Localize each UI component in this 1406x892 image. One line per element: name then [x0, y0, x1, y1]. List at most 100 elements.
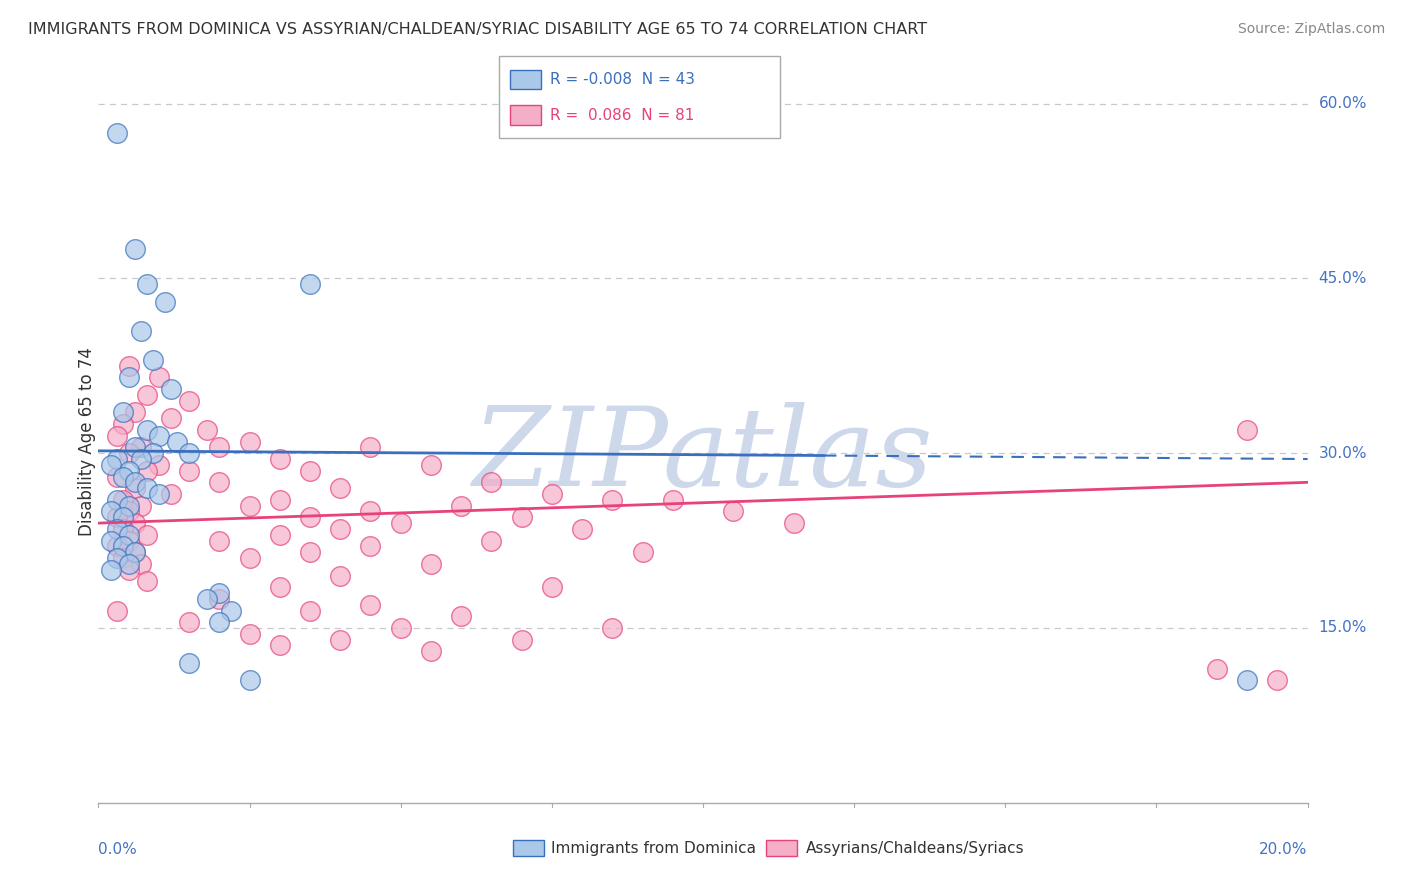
- Point: [783, 516, 806, 530]
- Point: [329, 632, 352, 647]
- Point: [135, 528, 157, 542]
- Point: [481, 533, 503, 548]
- Point: [329, 568, 352, 582]
- Point: [195, 591, 218, 606]
- Point: [105, 603, 128, 617]
- Point: [602, 621, 624, 635]
- Point: [221, 603, 243, 617]
- Point: [129, 499, 152, 513]
- Text: R =  0.086  N = 81: R = 0.086 N = 81: [550, 108, 695, 122]
- Point: [129, 441, 152, 455]
- Point: [100, 563, 122, 577]
- Point: [299, 603, 322, 617]
- Point: [129, 452, 152, 467]
- Text: IMMIGRANTS FROM DOMINICA VS ASSYRIAN/CHALDEAN/SYRIAC DISABILITY AGE 65 TO 74 COR: IMMIGRANTS FROM DOMINICA VS ASSYRIAN/CHA…: [28, 22, 927, 37]
- Point: [179, 615, 201, 630]
- Point: [166, 434, 188, 449]
- Point: [299, 464, 322, 478]
- Point: [135, 423, 157, 437]
- Point: [160, 382, 183, 396]
- Point: [105, 522, 128, 536]
- Text: Assyrians/Chaldeans/Syriacs: Assyrians/Chaldeans/Syriacs: [806, 841, 1024, 855]
- Point: [208, 586, 231, 600]
- Point: [269, 639, 291, 653]
- Point: [148, 458, 170, 472]
- Point: [540, 487, 562, 501]
- Point: [420, 557, 443, 571]
- Point: [111, 522, 134, 536]
- Point: [179, 464, 201, 478]
- Point: [299, 545, 322, 559]
- Point: [100, 504, 122, 518]
- Point: [389, 621, 412, 635]
- Text: Source: ZipAtlas.com: Source: ZipAtlas.com: [1237, 22, 1385, 37]
- Point: [105, 540, 128, 554]
- Point: [208, 441, 231, 455]
- Point: [195, 423, 218, 437]
- Point: [111, 540, 134, 554]
- Text: 15.0%: 15.0%: [1319, 621, 1367, 635]
- Point: [389, 516, 412, 530]
- Text: 45.0%: 45.0%: [1319, 271, 1367, 286]
- Point: [118, 370, 141, 384]
- Point: [124, 475, 146, 490]
- Point: [111, 551, 134, 566]
- Point: [208, 475, 231, 490]
- Point: [481, 475, 503, 490]
- Point: [208, 615, 231, 630]
- Point: [239, 434, 262, 449]
- Text: 30.0%: 30.0%: [1319, 446, 1367, 460]
- Point: [148, 487, 170, 501]
- Point: [124, 481, 146, 495]
- Y-axis label: Disability Age 65 to 74: Disability Age 65 to 74: [79, 347, 96, 536]
- Point: [153, 294, 176, 309]
- Point: [118, 499, 141, 513]
- Point: [111, 469, 134, 483]
- Point: [105, 452, 128, 467]
- Point: [135, 277, 157, 292]
- Point: [135, 464, 157, 478]
- Point: [124, 516, 146, 530]
- Point: [179, 393, 201, 408]
- Point: [329, 522, 352, 536]
- Point: [111, 510, 134, 524]
- Point: [360, 540, 382, 554]
- Point: [450, 609, 472, 624]
- Point: [118, 359, 141, 373]
- Point: [208, 533, 231, 548]
- Point: [118, 504, 141, 518]
- Text: ZIPatlas: ZIPatlas: [472, 402, 934, 509]
- Point: [269, 452, 291, 467]
- Point: [299, 510, 322, 524]
- Point: [118, 533, 141, 548]
- Point: [571, 522, 593, 536]
- Text: 0.0%: 0.0%: [98, 842, 138, 856]
- Point: [148, 428, 170, 442]
- Point: [179, 446, 201, 460]
- Point: [105, 469, 128, 483]
- Point: [269, 580, 291, 594]
- Point: [420, 644, 443, 658]
- Point: [723, 504, 745, 518]
- Point: [239, 673, 262, 688]
- Point: [105, 492, 128, 507]
- Point: [179, 656, 201, 670]
- Point: [118, 446, 141, 460]
- Point: [111, 417, 134, 431]
- Point: [299, 277, 322, 292]
- Point: [142, 353, 165, 368]
- Point: [124, 242, 146, 256]
- Point: [124, 545, 146, 559]
- Point: [129, 324, 152, 338]
- Point: [239, 499, 262, 513]
- Point: [135, 574, 157, 589]
- Point: [111, 405, 134, 419]
- Point: [360, 504, 382, 518]
- Point: [135, 388, 157, 402]
- Point: [631, 545, 654, 559]
- Point: [420, 458, 443, 472]
- Point: [105, 551, 128, 566]
- Point: [124, 441, 146, 455]
- Point: [100, 458, 122, 472]
- Point: [105, 510, 128, 524]
